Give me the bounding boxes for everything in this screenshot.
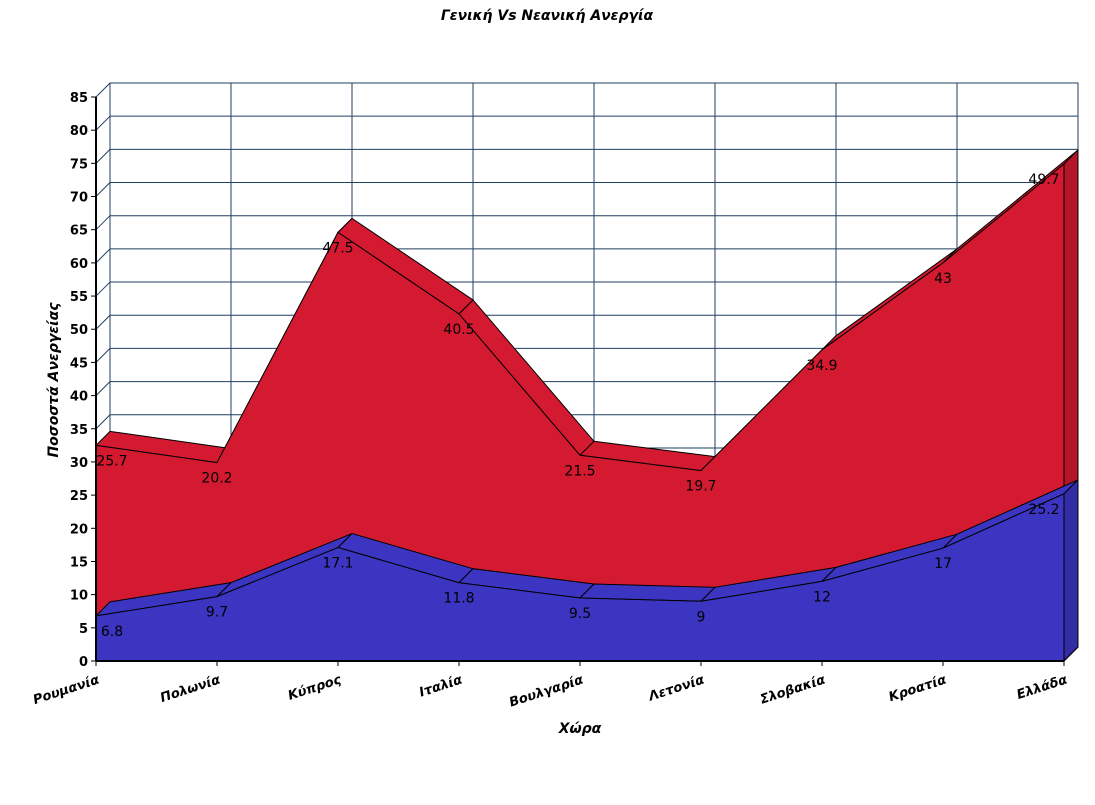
floor-edge: [1063, 646, 1079, 662]
y-axis-label: Ποσοστά Ανεργείας: [46, 302, 62, 458]
y-tick-label: 75: [70, 157, 88, 172]
x-tick-label: Ρουμανία: [31, 673, 101, 708]
y-tick-label: 10: [70, 589, 88, 604]
y-tick-label: 5: [79, 622, 88, 637]
x-tick-label: Πολωνία: [158, 673, 222, 707]
y-tick-label: 85: [70, 91, 88, 106]
data-label-series-1: 25.2: [1028, 502, 1059, 518]
gridline-side: [95, 414, 111, 430]
gridline-side: [95, 148, 111, 164]
y-tick-label: 25: [70, 489, 88, 504]
data-label-series-2: 43: [934, 271, 952, 287]
x-tick-label: Ιταλία: [417, 673, 464, 701]
data-label-series-2: 34.9: [806, 358, 837, 374]
data-label-series-1: 9.5: [569, 606, 591, 622]
gridline-side: [95, 314, 111, 330]
gridline-side: [95, 281, 111, 297]
data-label-series-1: 11.8: [443, 591, 474, 607]
data-label-series-1: 9.7: [206, 605, 228, 621]
x-axis-label: Χώρα: [558, 721, 602, 737]
data-label-series-1: 17.1: [322, 556, 353, 572]
y-tick-label: 40: [70, 390, 88, 405]
area-side-2: [1063, 148, 1079, 495]
y-tick-label: 65: [70, 224, 88, 239]
y-tick-label: 45: [70, 356, 88, 371]
x-tick-label: Ελλάδα: [1015, 673, 1069, 703]
gridline-side: [95, 248, 111, 264]
y-tick-label: 70: [70, 191, 88, 206]
gridline-side: [95, 381, 111, 396]
data-label-series-2: 20.2: [201, 471, 232, 487]
y-tick-label: 80: [70, 124, 88, 139]
x-tick-label: Σλοβακία: [758, 673, 827, 708]
gridline-side: [95, 215, 111, 231]
y-tick-label: 15: [70, 555, 88, 570]
x-tick-label: Κροατία: [887, 673, 948, 706]
data-label-series-2: 21.5: [564, 463, 595, 479]
x-tick-label: Βουλγαρία: [507, 673, 585, 711]
area-front-1: [96, 493, 1064, 661]
area-edge-2: [95, 163, 1065, 472]
x-axis-ticks: Ρουμανία Πολωνία Κύπρος Ιταλία Βουλγαρία Λετο…: [31, 661, 1069, 711]
data-labels: 6.8 25.7 9.7 20.2 17.1 47.5 11.8 40.5 9.5 21.5 9 19…: [96, 172, 1059, 640]
data-label-series-2: 19.7: [685, 479, 716, 495]
data-label-series-1: 9: [697, 609, 706, 625]
y-tick-label: 20: [70, 522, 88, 537]
x-tick-label: Λετονία: [646, 673, 706, 705]
gridline-side: [95, 348, 111, 363]
data-label-series-1: 6.8: [101, 624, 123, 640]
area-side-1: [1063, 478, 1079, 663]
gridline-side: [95, 182, 111, 197]
y-tick-label: 35: [70, 423, 88, 438]
data-label-series-2: 49.7: [1028, 172, 1059, 188]
y-tick-label: 30: [70, 456, 88, 471]
area-front-2: [96, 164, 1064, 616]
y-tick-label: 50: [70, 323, 88, 338]
gridline-side: [95, 115, 111, 131]
y-tick-label: 0: [79, 655, 88, 670]
y-axis-ticks: 0 5 10 15 20 25 30 35 40 45 50 55 60 65 70 75 80 85: [70, 91, 96, 670]
x-tick-label: Κύπρος: [286, 672, 343, 703]
data-label-series-1: 12: [813, 589, 831, 605]
data-label-series-2: 47.5: [322, 240, 353, 256]
y-tick-label: 60: [70, 257, 88, 272]
y-tick-label: 55: [70, 290, 88, 305]
area-edge-1: [95, 493, 1065, 617]
data-label-series-1: 17: [934, 556, 952, 572]
gridline-side: [95, 82, 111, 98]
data-label-series-2: 25.7: [96, 453, 127, 469]
plot-areas: [94, 148, 1079, 663]
data-label-series-2: 40.5: [443, 322, 474, 338]
chart-title: Γενική Vs Νεανική Ανεργία: [441, 8, 654, 24]
